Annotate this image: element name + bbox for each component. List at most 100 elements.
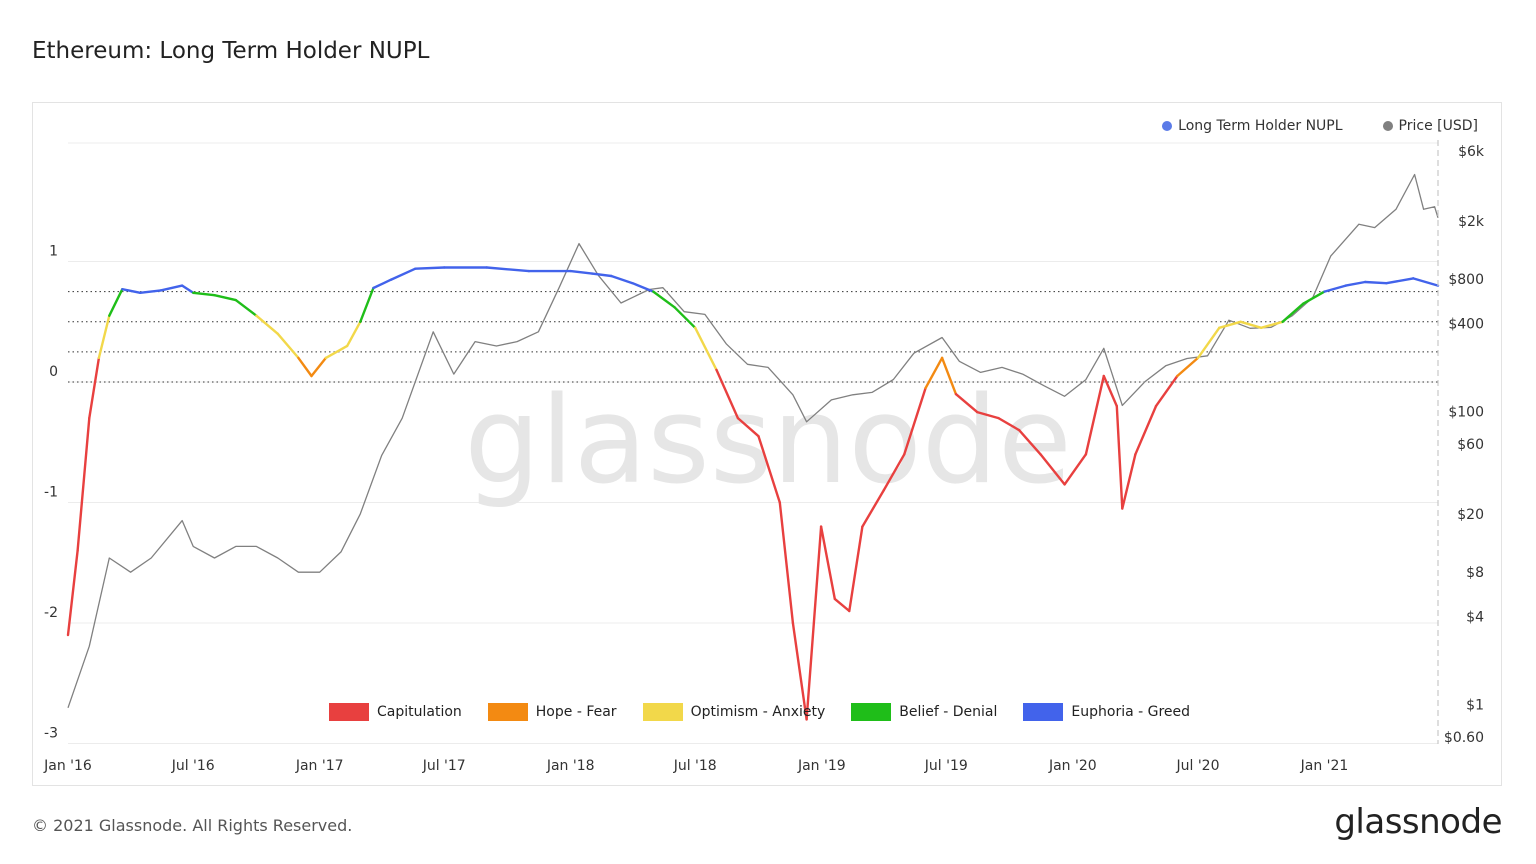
nupl-segment-68 [1385,277,1415,285]
nupl-segment-45 [940,356,958,396]
nupl-segment-23 [485,266,530,273]
nupl-segment-7 [159,284,184,292]
x-tick-6: Jan '19 [797,758,846,774]
zone-lines [68,291,1438,383]
left-tick-1: 0 [49,364,58,380]
chart-panel [32,102,1502,786]
right-tick-9: $1 [1466,697,1484,713]
nupl-segment-44 [924,356,944,390]
nupl-segment-31 [694,326,718,372]
x-tick-2: Jan '17 [295,758,344,774]
legend-label-hope-fear: Hope - Fear [535,704,617,720]
nupl-segment-56 [1134,404,1158,456]
nupl-segment-43 [903,386,927,456]
nupl-segment-8 [180,284,195,294]
nupl-segment-53 [1102,374,1119,408]
nupl-segment-1 [76,416,91,552]
right-tick-3: $400 [1448,316,1484,332]
nupl-segment-52 [1084,374,1106,456]
nupl-segment-67 [1363,280,1388,285]
nupl-segment-62 [1259,320,1284,329]
right-tick-5: $60 [1457,437,1484,453]
nupl-segment-63 [1281,302,1305,323]
price-series [67,173,1439,709]
right-tick-2: $800 [1448,272,1484,288]
right-tick-0: $6k [1458,144,1485,160]
nupl-segment-17 [346,320,362,348]
nupl-segment-60 [1218,320,1242,329]
x-tick-8: Jan '20 [1048,758,1097,774]
nupl-segment-59 [1196,326,1221,360]
nupl-segment-16 [324,344,349,360]
legend-item-capitulation: Capitulation [329,703,462,721]
x-tick-0: Jan '16 [43,758,92,774]
swatch-euphoria-greed [1023,703,1064,721]
right-tick-10: $0.60 [1444,730,1484,746]
x-tick-3: Jul '17 [422,758,466,774]
legend-label-nupl: Long Term Holder NUPL [1178,118,1343,134]
nupl-segment-54 [1115,404,1124,510]
right-tick-1: $2k [1458,214,1485,230]
swatch-hope-fear [487,703,528,721]
copyright-footer: © 2021 Glassnode. All Rights Reserved. [32,816,353,835]
price-line [67,173,1439,709]
nupl-segment-15 [310,356,328,378]
nupl-segment-6 [138,289,163,294]
legend-dot-nupl [1162,121,1173,131]
nupl-segment-66 [1344,280,1367,287]
swatch-belief-denial [851,703,892,721]
left-tick-3: -2 [44,605,58,621]
left-tick-0: 1 [49,244,58,260]
legend-item-price[interactable]: Price [USD] [1382,118,1478,134]
nupl-segment-5 [121,288,142,294]
x-tick-1: Jul '16 [171,758,215,774]
legend-label-belief-denial: Belief - Denial [899,704,998,720]
legend-label-price: Price [USD] [1398,118,1478,134]
nupl-segment-30 [673,306,697,329]
swatch-optimism-anxiety [642,703,683,721]
right-tick-8: $4 [1466,609,1484,625]
x-tick-10: Jan '21 [1300,758,1349,774]
glassnode-logo[interactable]: glassnode [1334,802,1502,842]
swatch-capitulation [329,703,369,721]
nupl-segment-65 [1323,284,1348,293]
nupl-segment-33 [736,416,760,438]
nupl-segment-12 [255,314,279,335]
legend-bottom: Capitulation Hope - Fear Optimism - Anxi… [329,703,1190,721]
nupl-segment-3 [97,314,111,360]
nupl-segment-38 [819,525,836,601]
nupl-segment-2 [88,356,101,420]
nupl-segment-4 [108,288,124,317]
right-tick-4: $100 [1448,404,1484,420]
left-tick-2: -1 [44,485,58,501]
nupl-segment-58 [1176,356,1200,378]
nupl-segment-20 [390,267,417,281]
nupl-segment-0 [66,549,79,637]
nupl-segment-32 [715,368,740,420]
nupl-segment-61 [1239,320,1263,329]
nupl-segment-18 [359,286,375,323]
x-tick-7: Jul '19 [924,758,968,774]
page-title: Ethereum: Long Term Holder NUPL [32,38,430,64]
nupl-segment-21 [414,266,446,270]
nupl-segment-36 [791,621,808,721]
nupl-segment-14 [297,356,313,378]
nupl-segment-28 [631,282,655,293]
left-axis-labels: 1 0 -1 -2 -3 [44,244,58,742]
nupl-segment-40 [848,525,864,613]
nupl-series [66,266,1440,721]
right-tick-6: $20 [1457,507,1484,523]
nupl-segment-13 [276,332,300,360]
legend-item-optimism-anxiety: Optimism - Anxiety [642,703,825,721]
nupl-segment-64 [1301,290,1326,305]
legend-item-nupl[interactable]: Long Term Holder NUPL [1162,118,1343,134]
x-tick-5: Jul '18 [673,758,717,774]
nupl-segment-48 [997,416,1021,432]
nupl-segment-29 [652,290,676,309]
right-tick-7: $8 [1466,565,1484,581]
nupl-segment-50 [1039,453,1066,486]
legend-label-euphoria-greed: Euphoria - Greed [1071,704,1191,720]
nupl-segment-25 [569,269,594,275]
grid-layer [68,142,1438,744]
